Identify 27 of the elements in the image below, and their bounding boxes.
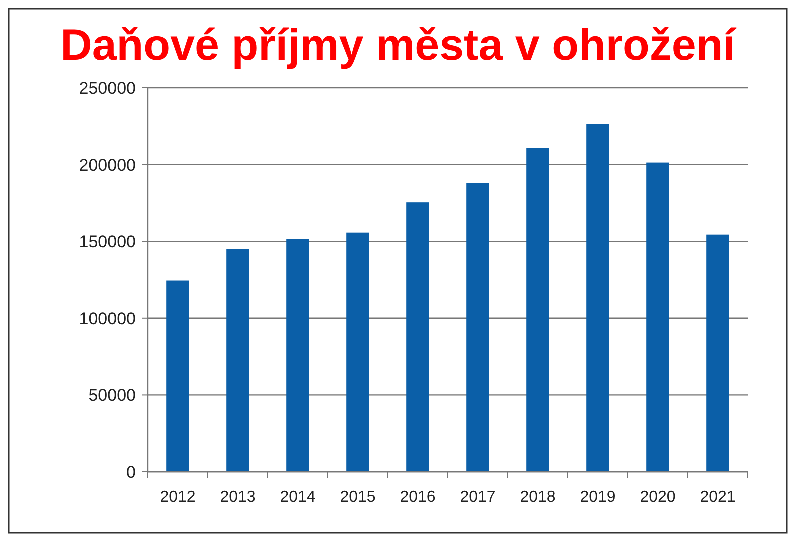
bar [286,239,310,472]
bar [166,280,190,472]
y-tick-label: 50000 [88,386,136,406]
bar [706,234,730,472]
y-tick-label: 250000 [79,78,136,98]
x-tick-label: 2019 [580,489,616,506]
x-tick-label: 2015 [340,489,376,506]
y-tick-label: 150000 [79,232,136,252]
x-tick-label: 2012 [160,489,196,506]
y-tick-label: 0 [126,462,136,482]
x-tick-label: 2021 [700,489,736,506]
x-tick-label: 2020 [640,489,676,506]
x-tick-label: 2013 [220,489,256,506]
bar [466,183,490,472]
chart-title: Daňové příjmy města v ohrožení [60,21,738,70]
bar [406,202,430,472]
y-tick-label: 200000 [79,156,136,175]
bar [226,249,250,472]
bar [346,232,370,472]
x-tick-label: 2017 [460,489,496,506]
x-tick-label: 2016 [400,489,436,506]
y-tick-label: 100000 [79,309,136,328]
x-tick-label: 2018 [520,489,556,506]
x-tick-label: 2014 [280,489,316,506]
bar [586,124,610,472]
bar [646,162,670,472]
bar [526,148,550,472]
